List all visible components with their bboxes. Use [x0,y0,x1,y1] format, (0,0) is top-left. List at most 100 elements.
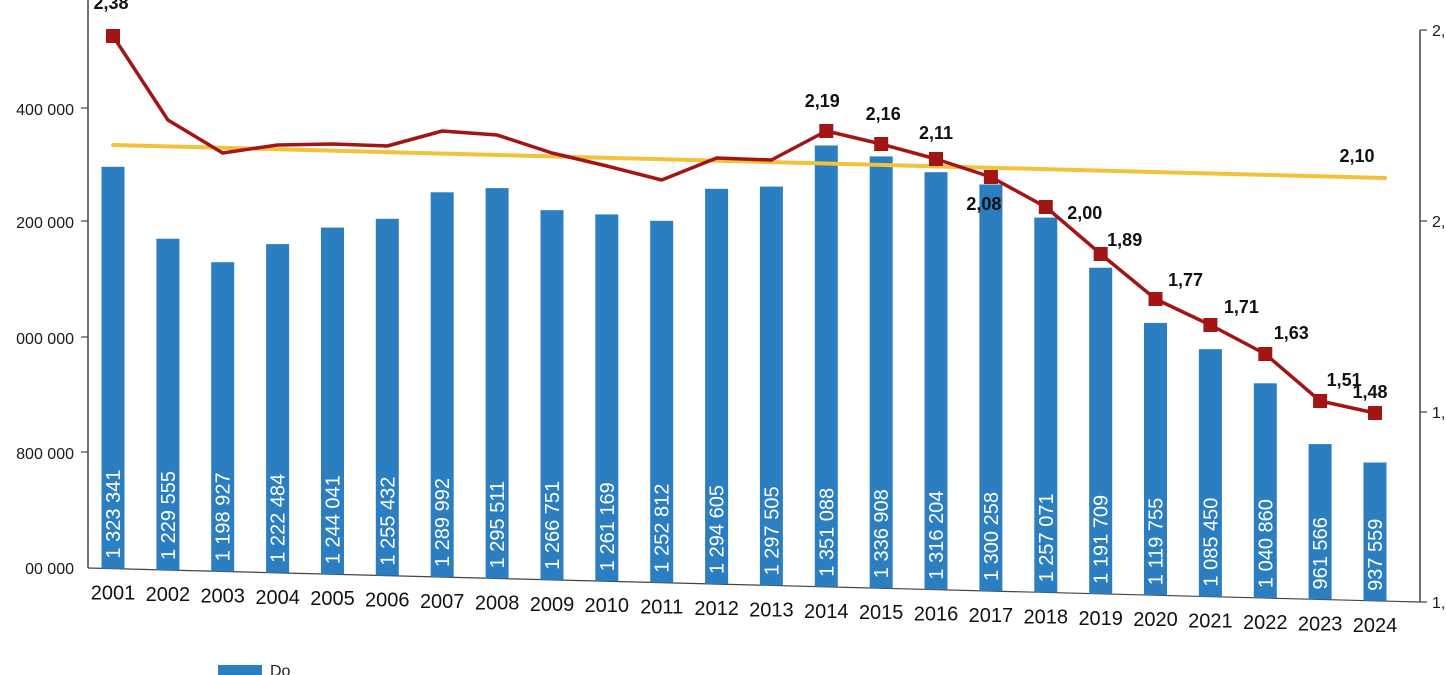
rate-data-label: 2,16 [866,104,901,124]
bar-value-label: 1 191 709 [1091,495,1113,584]
bar-value-label: 1 119 755 [1146,498,1168,586]
year-label: 2004 [255,587,300,609]
year-label: 2017 [969,605,1014,627]
x-axis-line [87,567,1421,603]
reference-line-label: 2,10 [1339,146,1374,166]
year-label: 2024 [1353,615,1398,637]
year-label: 2003 [200,585,245,607]
year-label: 2001 [91,583,136,605]
rate-data-label: 1,77 [1168,270,1203,290]
rate-data-label: 2,38 [93,0,128,13]
right-tick-label: 2, [1432,23,1445,40]
right-tick-label: 1,5 [1432,405,1446,422]
rate-marker [1093,247,1108,261]
left-tick-label: 800 000 [16,446,74,463]
bar-2011 [650,220,674,583]
bar-value-label: 1 294 605 [707,485,729,574]
bar-2016 [924,172,948,590]
bar-2007 [430,192,454,578]
bar-value-label: 1 252 812 [652,484,674,573]
bar-value-label: 1 222 484 [268,474,290,563]
rate-data-label: 2,19 [805,91,840,111]
legend-label: Do [270,663,291,675]
rate-data-label: 2,00 [1067,203,1102,223]
bar-value-label: 1 316 204 [926,491,948,580]
bar-2008 [485,188,509,579]
year-label: 2010 [585,595,630,617]
bar-2019 [1089,267,1113,594]
rate-marker [106,29,120,43]
rate-marker [983,170,998,184]
left-tick-label: 00 000 [25,561,74,578]
rate-marker [1203,318,1218,332]
bar-value-label: 1 289 992 [432,478,454,567]
rate-data-label: 1,63 [1274,323,1309,343]
bar-value-label: 1 295 511 [487,481,509,568]
bar-2012 [705,188,729,585]
rate-marker [1148,292,1163,306]
bar-2017 [979,184,1003,592]
year-label: 2021 [1188,611,1233,633]
bar-2015 [869,156,893,589]
year-label: 2009 [530,594,575,616]
bar-value-label: 961 566 [1310,517,1332,589]
year-label: 2014 [804,601,849,623]
rate-line [111,35,1376,415]
bar-2024 [1363,462,1387,601]
bar-2010 [595,214,619,582]
left-tick-label: 200 000 [16,215,74,232]
bar-2001 [101,166,125,569]
bar-value-label: 1 085 450 [1200,498,1222,587]
bar-2002 [156,238,180,571]
bar-value-label: 1 229 555 [158,471,180,560]
year-label: 2022 [1243,612,1288,634]
rate-marker [1368,406,1382,420]
bar-2023 [1308,444,1332,600]
rate-marker [1313,394,1328,408]
bar-value-label: 1 198 927 [213,472,235,561]
year-label: 2005 [310,588,355,610]
bar-value-label: 1 040 860 [1255,499,1277,588]
legend-swatch-bars [218,665,262,675]
rate-data-label: 2,11 [919,123,953,143]
bar-2005 [321,227,344,575]
bar-2022 [1253,383,1277,598]
rate-data-label: 1,89 [1107,230,1142,250]
bar-2014 [814,145,838,587]
rate-data-label: 1,51 [1327,370,1362,390]
right-tick-label: 1,0 [1432,595,1446,612]
left-tick-label: 000 000 [16,331,74,348]
year-label: 2018 [1024,606,1069,628]
bar-value-label: 1 336 908 [871,489,893,578]
bar-value-label: 937 559 [1365,519,1387,591]
bar-value-label: 1 351 088 [816,488,838,577]
bar-value-label: 1 255 432 [377,477,399,566]
bar-2003 [211,262,235,572]
year-label: 2002 [146,584,191,606]
right-tick-label: 2,0 [1432,214,1446,231]
bar-value-label: 1 244 041 [323,475,345,564]
bar-2004 [266,244,290,573]
year-label: 2020 [1133,609,1178,631]
bar-2013 [759,186,783,586]
rate-marker [1258,347,1273,361]
year-label: 2007 [420,591,465,613]
bar-value-label: 1 257 071 [1036,493,1058,582]
rate-data-label: 2,08 [966,194,1001,214]
year-label: 2019 [1078,608,1123,630]
rate-marker [929,152,943,166]
bar-value-label: 1 300 258 [981,492,1003,581]
rate-marker [1038,200,1053,214]
bar-value-label: 1 261 169 [597,482,619,571]
year-label: 2006 [365,590,410,612]
bar-value-label: 1 266 751 [542,481,564,570]
reference-line [111,143,1387,180]
rate-marker [819,124,834,138]
year-label: 2016 [914,604,959,626]
year-label: 2011 [640,597,683,619]
rate-data-label: 1,71 [1224,297,1259,317]
year-label: 2023 [1298,614,1343,636]
bar-2006 [375,218,399,576]
year-label: 2008 [475,592,520,614]
